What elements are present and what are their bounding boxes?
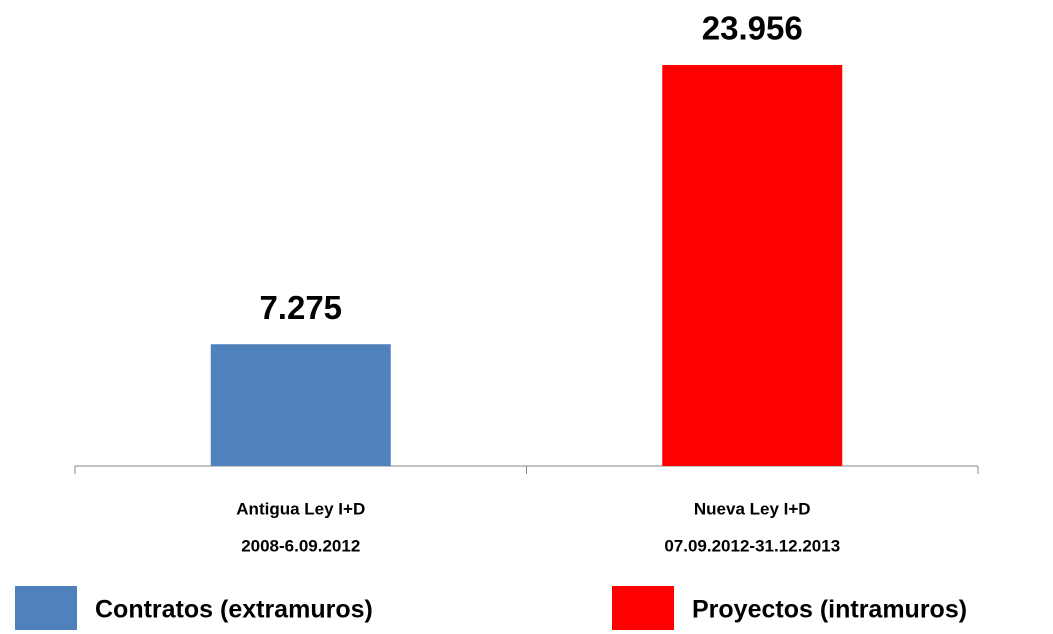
x-tick-label: Antigua Ley I+D [236,499,365,518]
legend-swatch [612,586,674,630]
x-tick-label: 2008-6.09.2012 [241,536,360,555]
value-label: 7.275 [259,289,342,326]
legend-label: Proyectos (intramuros) [692,596,967,624]
legend-swatch [15,586,77,630]
x-tick-label: Nueva Ley I+D [694,499,811,518]
legend-label: Contratos (extramuros) [95,596,373,624]
bar [210,344,391,466]
bar [662,65,843,466]
value-label: 23.956 [702,10,803,47]
x-tick-label: 07.09.2012-31.12.2013 [664,536,840,555]
